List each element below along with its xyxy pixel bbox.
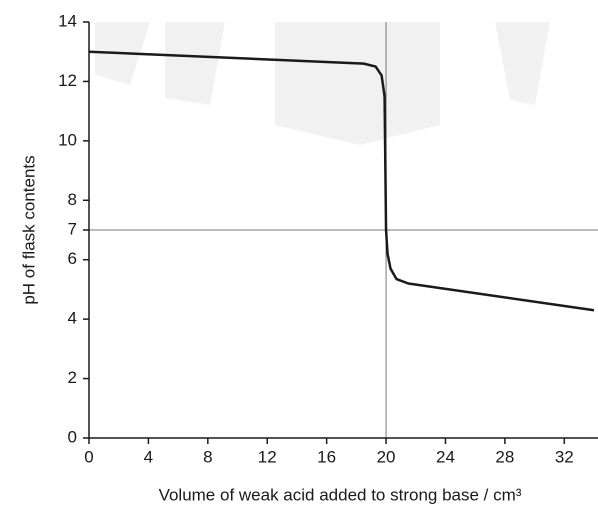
x-tick-label: 12	[258, 447, 277, 466]
y-tick-label: 0	[68, 427, 77, 446]
x-axis-label: Volume of weak acid added to strong base…	[159, 485, 522, 504]
x-tick-label: 28	[495, 447, 514, 466]
data-line	[88, 50, 595, 312]
x-tick-label: 20	[377, 447, 396, 466]
x-tick-label: 24	[436, 447, 455, 466]
y-tick-label: 12	[58, 71, 77, 90]
y-tick-label: 4	[68, 309, 77, 328]
x-tick-label: 4	[144, 447, 153, 466]
y-tick-label: 6	[68, 249, 77, 268]
y-tick-label: 10	[58, 130, 77, 149]
x-tick-label: 32	[555, 447, 574, 466]
y-tick-label: 2	[68, 368, 77, 387]
x-tick-label: 0	[84, 447, 93, 466]
y-tick-label: 8	[68, 190, 77, 209]
x-tick-label: 16	[317, 447, 336, 466]
background-decoration	[95, 22, 550, 145]
x-tick-label: 8	[203, 447, 212, 466]
y-tick-label: 14	[58, 11, 77, 30]
y-tick-label: 7	[68, 219, 77, 238]
y-axis-label: pH of flask contents	[19, 155, 38, 304]
